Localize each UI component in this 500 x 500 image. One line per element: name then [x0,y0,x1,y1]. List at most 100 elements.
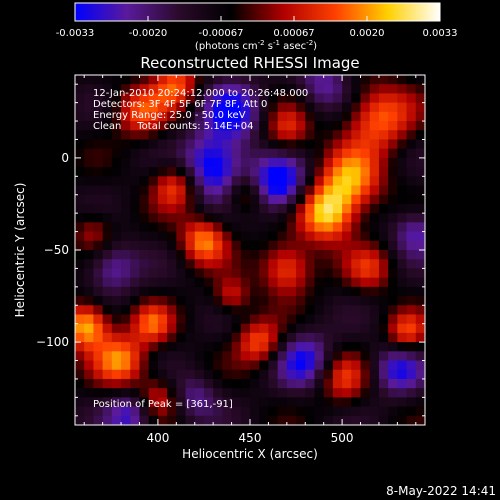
heatmap-cell [139,250,150,260]
heatmap-cell [93,213,104,223]
heatmap-cell [360,360,371,371]
heatmap-cell [332,157,343,168]
heatmap-cell [296,388,306,398]
heatmap-cell [102,296,113,306]
heatmap-cell [286,305,297,316]
heatmap-cell [167,157,177,168]
heatmap-cell [93,305,104,316]
heatmap-cell [406,342,417,352]
heatmap-cell [268,351,279,362]
heatmap-cell [305,305,316,316]
heatmap-cell [111,121,122,131]
heatmap-cell [203,397,214,408]
heatmap-cell [203,130,214,141]
heatmap-cell [314,268,325,279]
heatmap-cell [250,102,260,113]
heatmap-cell [93,185,104,196]
heatmap-cell [139,406,150,417]
heatmap-cell [194,378,205,389]
heatmap-cell [203,388,214,398]
heatmap-cell [84,314,95,325]
heatmap-cell [121,231,131,242]
heatmap-cell [231,250,242,260]
heatmap-cell [213,323,223,334]
heatmap-cell [84,203,95,214]
heatmap-cell [397,176,408,187]
heatmap-cell [240,121,251,131]
heatmap-cell [222,277,233,288]
heatmap-cell [111,259,122,270]
heatmap-cell [185,194,196,205]
heatmap-cell [121,139,131,150]
heatmap-cell [397,93,408,104]
peak-position-label: Position of Peak = [361,-91] [93,399,233,410]
heatmap-cell [75,231,85,242]
heatmap-cell [84,342,95,352]
heatmap-cell [213,75,223,85]
heatmap-cell [148,194,159,205]
heatmap-cell [130,360,141,371]
heatmap-cell [406,222,417,233]
heatmap-cell [194,203,205,214]
heatmap-cell [406,277,417,288]
heatmap-cell [369,130,380,141]
heatmap-cell [231,378,242,389]
heatmap-cell [415,176,425,187]
annotation-counts: Clean Total counts: 5.14E+04 [93,121,253,132]
heatmap-cell [323,323,334,334]
heatmap-cell [130,185,141,196]
heatmap-cell [406,406,417,417]
heatmap-cell [148,84,159,95]
heatmap-cell [121,102,131,113]
heatmap-cell [406,111,417,122]
heatmap-cell [314,130,325,141]
heatmap-cell [415,75,425,85]
heatmap-cell [84,378,95,389]
heatmap-cell [360,378,371,389]
heatmap-cell [415,194,425,205]
heatmap-cell [351,250,362,260]
heatmap-cell [176,130,187,141]
heatmap-cell [194,305,205,316]
heatmap-cell [250,314,260,325]
heatmap-cell [296,139,306,150]
heatmap-cell [406,231,417,242]
heatmap-cell [259,231,270,242]
heatmap-cell [222,259,233,270]
heatmap-cell [130,378,141,389]
heatmap-cell [203,148,214,159]
heatmap-cell [185,314,196,325]
heatmap-cell [323,406,334,417]
heatmap-cell [148,351,159,362]
heatmap-cell [222,250,233,260]
heatmap-cell [305,194,316,205]
heatmap-cell [111,185,122,196]
heatmap-cell [406,84,417,95]
heatmap-cell [102,250,113,260]
heatmap-cell [75,121,85,131]
heatmap-cell [139,240,150,251]
heatmap-cell [268,84,279,95]
heatmap-cell [75,286,85,297]
heatmap-cell [240,332,251,343]
heatmap-cell [268,231,279,242]
heatmap-cell [102,342,113,352]
heatmap-cell [231,286,242,297]
heatmap-cell [75,130,85,141]
heatmap-cell [286,222,297,233]
heatmap-cell [203,406,214,417]
heatmap-cell [259,342,270,352]
heatmap-cell [305,111,316,122]
heatmap-cell [231,369,242,380]
heatmap-cell [286,121,297,131]
heatmap-cell [415,277,425,288]
heatmap-cell [167,351,177,362]
heatmap-cell [176,167,187,177]
heatmap-cell [213,259,223,270]
heatmap-cell [240,167,251,177]
heatmap-cell [259,268,270,279]
heatmap-cell [332,84,343,95]
heatmap-cell [277,415,288,425]
heatmap-cell [360,332,371,343]
heatmap-cell [194,176,205,187]
